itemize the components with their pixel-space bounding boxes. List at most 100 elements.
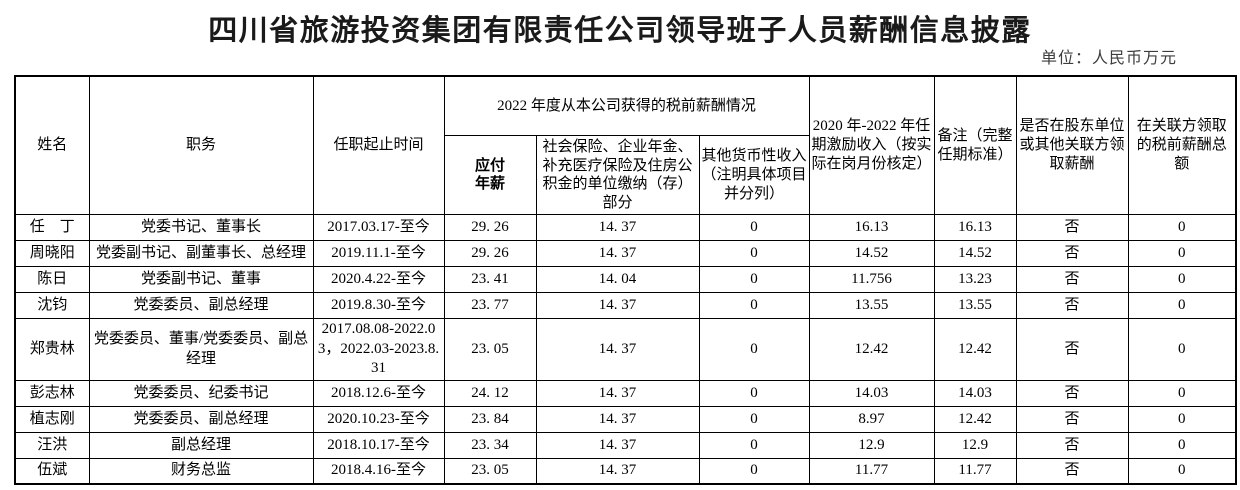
cell-related-pay: 否 xyxy=(1015,379,1129,407)
cell-related-total: 0 xyxy=(1127,240,1237,268)
cell-position: 党委委员、副总经理 xyxy=(88,292,314,320)
cell-term: 2019.11.1-至今 xyxy=(312,240,445,268)
cell-remark: 13.55 xyxy=(933,292,1017,320)
cell-social: 14. 37 xyxy=(535,292,700,320)
cell-name: 周晓阳 xyxy=(14,240,90,268)
cell-payable: 23. 34 xyxy=(443,431,537,459)
cell-social: 14. 37 xyxy=(535,431,700,459)
cell-position: 党委副书记、董事 xyxy=(88,266,314,294)
header-related-pay: 是否在股东单位或其他关联方领取薪酬 xyxy=(1015,75,1129,216)
cell-other: 0 xyxy=(698,292,810,320)
cell-payable: 23. 05 xyxy=(443,457,537,485)
cell-related-total: 0 xyxy=(1127,379,1237,407)
table-row: 伍斌 财务总监 2018.4.16-至今 23. 05 14. 37 0 11.77 11.7… xyxy=(14,457,1237,485)
cell-social: 14. 37 xyxy=(535,214,700,242)
cell-incentive: 13.55 xyxy=(808,292,935,320)
table-row: 周晓阳 党委副书记、副董事长、总经理 2019.11.1-至今 29. 26 14. 3… xyxy=(14,240,1237,268)
cell-social: 14. 37 xyxy=(535,457,700,485)
cell-term: 2018.4.16-至今 xyxy=(312,457,445,485)
cell-remark: 12.42 xyxy=(933,318,1017,381)
header-row-sub: 应付年薪 社会保险、企业年金、补充医疗保险及住房公积金的单位缴纳（存）部分 其他… xyxy=(15,135,1236,216)
cell-other: 0 xyxy=(698,457,810,485)
cell-term: 2018.12.6-至今 xyxy=(312,379,445,407)
table-row: 植志刚 党委委员、副总经理 2020.10.23-至今 23. 84 14. 37 0 8.… xyxy=(14,405,1237,433)
cell-remark: 13.23 xyxy=(933,266,1017,294)
cell-incentive: 12.9 xyxy=(808,431,935,459)
cell-related-total: 0 xyxy=(1127,318,1237,381)
cell-incentive: 11.77 xyxy=(808,457,935,485)
cell-other: 0 xyxy=(698,379,810,407)
cell-social: 14. 37 xyxy=(535,405,700,433)
cell-remark: 11.77 xyxy=(933,457,1017,485)
cell-other: 0 xyxy=(698,431,810,459)
cell-remark: 12.42 xyxy=(933,405,1017,433)
header-salary-group: 2022 年度从本公司获得的税前薪酬情况 xyxy=(443,75,810,137)
header-term: 任职起止时间 xyxy=(312,75,445,216)
cell-related-pay: 否 xyxy=(1015,214,1129,242)
cell-payable: 23. 77 xyxy=(443,292,537,320)
cell-other: 0 xyxy=(698,318,810,381)
header-payable-label: 应付年薪 xyxy=(475,157,506,193)
cell-social: 14. 37 xyxy=(535,318,700,381)
cell-payable: 24. 12 xyxy=(443,379,537,407)
cell-remark: 16.13 xyxy=(933,214,1017,242)
header-remark: 备注（完整任期标准） xyxy=(933,75,1017,216)
cell-term: 2020.10.23-至今 xyxy=(312,405,445,433)
cell-related-total: 0 xyxy=(1127,405,1237,433)
cell-name: 陈日 xyxy=(14,266,90,294)
cell-incentive: 12.42 xyxy=(808,318,935,381)
cell-payable: 23. 05 xyxy=(443,318,537,381)
cell-related-pay: 否 xyxy=(1015,266,1129,294)
cell-name: 沈钧 xyxy=(14,292,90,320)
cell-other: 0 xyxy=(698,214,810,242)
cell-incentive: 11.756 xyxy=(808,266,935,294)
cell-related-pay: 否 xyxy=(1015,240,1129,268)
cell-remark: 14.52 xyxy=(933,240,1017,268)
cell-position: 党委委员、副总经理 xyxy=(88,405,314,433)
cell-remark: 14.03 xyxy=(933,379,1017,407)
cell-name: 植志刚 xyxy=(14,405,90,433)
table-row: 任 丁党委书记、董事长 2017.03.17-至今 29. 26 14. 37 0 16.… xyxy=(14,214,1237,242)
header-position: 职务 xyxy=(88,75,314,216)
cell-incentive: 16.13 xyxy=(808,214,935,242)
cell-name: 任 丁 xyxy=(14,214,90,242)
table-header: 姓名 职务 任职起止时间 2022 年度从本公司获得的税前薪酬情况 2020 年… xyxy=(14,75,1237,216)
cell-other: 0 xyxy=(698,266,810,294)
cell-position: 党委委员、纪委书记 xyxy=(88,379,314,407)
salary-table-body: 任 丁党委书记、董事长 2017.03.17-至今 29. 26 14. 37 0 16.… xyxy=(14,214,1237,485)
cell-term: 2018.10.17-至今 xyxy=(312,431,445,459)
cell-name: 彭志林 xyxy=(14,379,90,407)
cell-payable: 29. 26 xyxy=(443,214,537,242)
table-row: 彭志林 党委委员、纪委书记 2018.12.6-至今 24. 12 14. 37 0 14.… xyxy=(14,379,1237,407)
cell-social: 14. 37 xyxy=(535,379,700,407)
cell-term: 2017.03.17-至今 xyxy=(312,214,445,242)
header-related-total: 在关联方领取的税前薪酬总额 xyxy=(1127,75,1237,216)
cell-related-pay: 否 xyxy=(1015,292,1129,320)
table-row: 郑贵林 党委委员、董事/党委委员、副总经理 2017.08.08-2022.03，2… xyxy=(14,318,1237,381)
cell-position: 副总经理 xyxy=(88,431,314,459)
cell-position: 财务总监 xyxy=(88,457,314,485)
cell-related-total: 0 xyxy=(1127,457,1237,485)
cell-payable: 23. 84 xyxy=(443,405,537,433)
table-row: 陈日 党委副书记、董事 2020.4.22-至今 23. 41 14. 04 0 11.75… xyxy=(14,266,1237,294)
cell-related-pay: 否 xyxy=(1015,318,1129,381)
cell-social: 14. 04 xyxy=(535,266,700,294)
cell-other: 0 xyxy=(698,405,810,433)
cell-term: 2020.4.22-至今 xyxy=(312,266,445,294)
cell-payable: 23. 41 xyxy=(443,266,537,294)
cell-related-pay: 否 xyxy=(1015,457,1129,485)
cell-related-total: 0 xyxy=(1127,292,1237,320)
cell-payable: 29. 26 xyxy=(443,240,537,268)
unit-note: 单位：人民币万元 xyxy=(1040,49,1177,67)
cell-related-total: 0 xyxy=(1127,266,1237,294)
cell-related-pay: 否 xyxy=(1015,405,1129,433)
table-row: 沈钧 党委委员、副总经理 2019.8.30-至今 23. 77 14. 37 0 13.5… xyxy=(14,292,1237,320)
cell-name: 郑贵林 xyxy=(14,318,90,381)
cell-other: 0 xyxy=(698,240,810,268)
cell-term: 2019.8.30-至今 xyxy=(312,292,445,320)
header-name: 姓名 xyxy=(14,75,90,216)
cell-position: 党委委员、董事/党委委员、副总经理 xyxy=(88,318,314,381)
cell-incentive: 14.03 xyxy=(808,379,935,407)
cell-incentive: 14.52 xyxy=(808,240,935,268)
cell-position: 党委书记、董事长 xyxy=(88,214,314,242)
